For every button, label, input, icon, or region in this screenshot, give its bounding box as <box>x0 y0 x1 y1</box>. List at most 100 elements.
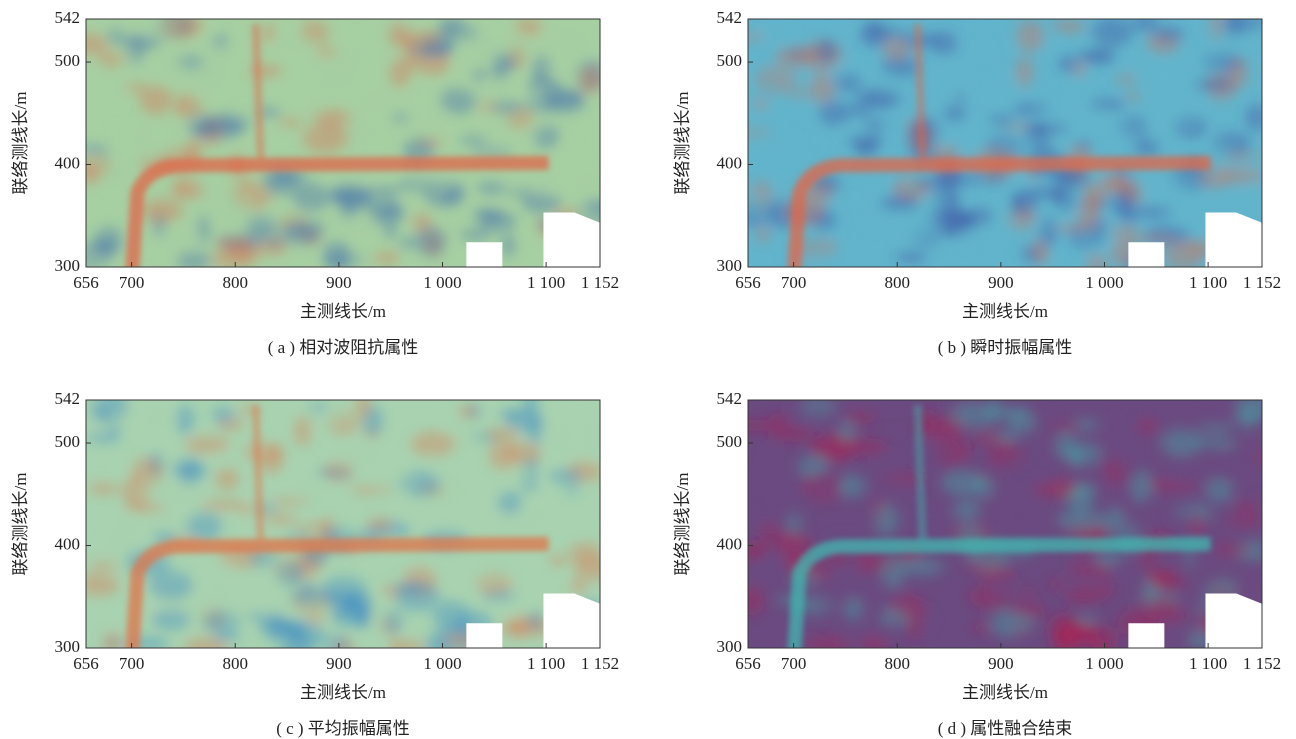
texture-blob <box>264 238 286 248</box>
texture-blob <box>186 138 201 163</box>
texture-blob <box>1151 82 1167 109</box>
no-data-area <box>1128 212 1262 267</box>
texture-blob <box>838 474 867 499</box>
texture-blob <box>176 249 212 267</box>
y-tick-label: 400 <box>717 153 743 172</box>
texture-blob <box>854 578 868 605</box>
no-data-area <box>1128 593 1262 648</box>
texture-blob <box>219 189 251 219</box>
texture-blob <box>748 419 774 432</box>
anomaly-band <box>787 23 1211 267</box>
texture-blob <box>1085 109 1110 128</box>
texture-blob <box>1047 612 1080 644</box>
texture-blob <box>329 183 369 207</box>
texture-blob <box>432 520 453 531</box>
texture-blob <box>870 186 884 198</box>
texture-blob <box>264 513 297 525</box>
texture-blob <box>224 606 257 627</box>
x-axis-label: 主测线长/m <box>962 683 1048 702</box>
texture-blob <box>748 32 764 41</box>
texture-blob <box>808 72 836 104</box>
texture-blob <box>1153 25 1185 42</box>
texture-blob <box>355 601 371 631</box>
y-tick-label: 542 <box>717 8 743 27</box>
texture-blob <box>268 170 309 184</box>
x-tick-label: 1 000 <box>423 654 461 673</box>
texture-blob <box>370 604 396 628</box>
texture-blob <box>297 494 345 510</box>
texture-blob <box>1244 103 1262 132</box>
texture-blob <box>374 470 415 502</box>
texture-blob <box>126 82 147 93</box>
texture-blob <box>488 441 518 470</box>
texture-blob <box>497 490 522 516</box>
texture-blob <box>1098 423 1130 437</box>
texture-blob <box>563 445 600 459</box>
texture-blob <box>187 497 209 516</box>
texture-blob <box>87 431 118 443</box>
plot-frame <box>747 18 1263 268</box>
texture-blob <box>836 19 858 34</box>
texture-blob <box>552 431 570 459</box>
texture-blob <box>896 213 940 240</box>
texture-blob <box>1148 478 1172 490</box>
texture-blob <box>380 426 414 447</box>
texture-blob <box>86 166 101 185</box>
texture-blob <box>107 19 125 39</box>
panel-caption: ( b ) 瞬时振幅属性 <box>938 338 1073 357</box>
texture-blob <box>1035 250 1049 261</box>
texture-blob <box>1145 567 1174 585</box>
texture-blob <box>895 250 927 264</box>
texture-blob <box>133 19 180 38</box>
texture-blob <box>775 46 819 69</box>
x-tick-label: 900 <box>326 273 352 292</box>
y-tick-label: 400 <box>55 153 81 172</box>
texture-blob <box>315 47 338 58</box>
texture-blob <box>184 169 223 195</box>
texture-blob <box>1156 124 1173 140</box>
texture-blob <box>87 482 120 495</box>
texture-blob <box>954 226 974 248</box>
texture-blob <box>758 19 794 43</box>
horizontal-band <box>787 536 1211 648</box>
y-tick-label: 542 <box>717 389 743 408</box>
texture-blob <box>853 139 879 159</box>
texture-blob <box>770 168 784 183</box>
texture-blob <box>136 123 150 146</box>
texture-blob <box>1169 101 1197 132</box>
texture-blob <box>1160 429 1203 456</box>
texture-blob <box>246 215 279 241</box>
y-tick-label: 542 <box>55 8 81 27</box>
texture-blob <box>1065 585 1100 605</box>
texture-blob <box>1003 447 1045 474</box>
texture-blob <box>470 147 513 156</box>
texture-blob <box>308 402 329 413</box>
texture-blob <box>1110 483 1139 513</box>
texture-blob <box>908 439 954 463</box>
texture-blob <box>759 522 778 532</box>
texture-blob <box>115 512 137 544</box>
texture-blob <box>1211 517 1226 545</box>
texture-blob <box>537 171 574 181</box>
texture-blob <box>455 81 489 95</box>
texture-blob <box>1174 630 1194 648</box>
texture-blob <box>371 452 407 464</box>
texture-blob <box>471 67 487 82</box>
texture-blob <box>1209 24 1252 51</box>
x-axis-label: 主测线长/m <box>300 302 386 321</box>
texture-blob <box>460 229 490 241</box>
texture-blob <box>937 207 973 226</box>
texture-blob <box>405 504 428 524</box>
x-tick-label: 800 <box>222 273 248 292</box>
texture-blob <box>190 227 204 255</box>
texture-blob <box>281 220 327 235</box>
y-axis-label: 联络测线长/m <box>673 473 692 576</box>
x-tick-label: 900 <box>988 273 1014 292</box>
texture-blob <box>930 71 973 89</box>
texture-blob <box>762 445 780 475</box>
x-tick-label: 900 <box>988 654 1014 673</box>
texture-blob <box>1099 443 1127 461</box>
texture-blob <box>462 416 486 429</box>
texture-blob <box>344 110 373 132</box>
